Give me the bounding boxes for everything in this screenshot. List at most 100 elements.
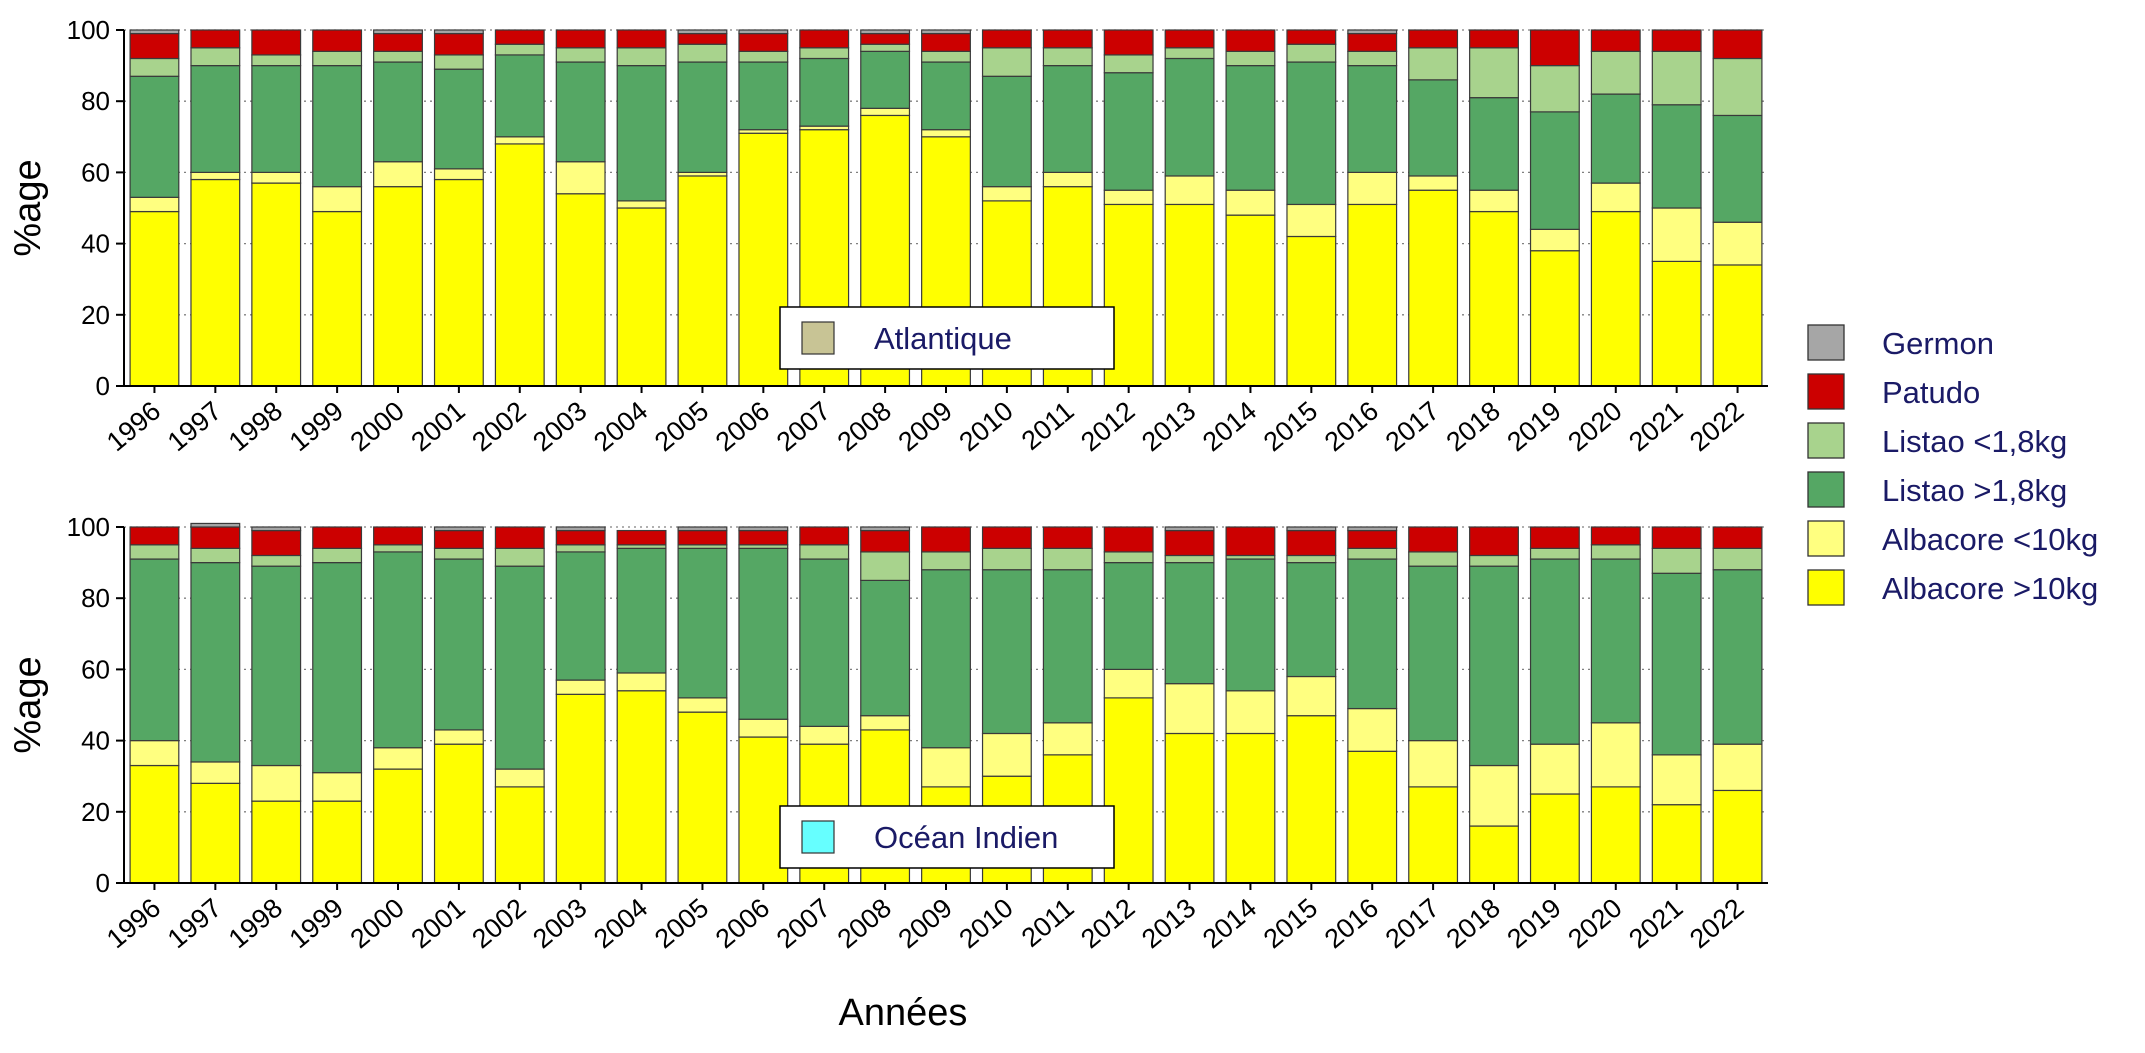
bar-segment-albacore-10kg [1408,189,1459,387]
x-tick-label: 2015 [1258,893,1323,955]
x-tick-label: 2000 [345,396,410,458]
bar-segment-patudo [129,526,180,546]
bar-segment-albacore-10kg [373,161,423,188]
bar-segment-albacore-10kg [129,196,180,213]
bar-segment-patudo [981,526,1032,549]
bar-segment-patudo [433,529,484,549]
bar-segment-albacore-10kg [373,747,423,770]
bar-segment-listao-1-8kg [1103,72,1154,191]
bar-segment-listao-1-8kg [494,43,545,56]
bar-segment-listao-1-8kg [1590,93,1641,184]
bar-segment-albacore-10kg [555,193,606,387]
bar-segment-albacore-10kg [616,672,667,692]
bar-segment-albacore-10kg [1347,203,1398,387]
bar-segment-listao-1-8kg [860,551,911,581]
bar-segment-patudo [1286,29,1337,45]
bar-segment-albacore-10kg [312,800,363,884]
bar-segment-patudo [1590,29,1641,52]
legend-swatch [1807,422,1845,459]
bar-segment-albacore-10kg [1408,786,1459,884]
bar-segment-albacore-10kg [433,729,484,745]
bar-segment-patudo [1164,529,1215,557]
bar-segment-patudo [921,32,971,52]
y-tick-label: 20 [81,300,110,330]
bar-segment-germon [738,526,789,532]
y-tick-label: 20 [81,797,110,827]
legend-swatch [1807,520,1845,557]
bar-segment-listao-1-8kg [1042,47,1093,67]
y-tick-label: 100 [67,15,110,45]
x-tick-label: 2005 [649,893,714,955]
bar-segment-patudo [921,526,971,553]
bar-segment-listao-1-8kg [1164,57,1215,177]
bar-segment-listao-1-8kg [981,569,1032,735]
bar-segment-listao-1-8kg [799,47,850,60]
bar-segment-listao-1-8kg [129,57,180,77]
x-tick-label: 2020 [1562,893,1627,955]
bar-segment-albacore-10kg [799,725,850,745]
bar-segment-albacore-10kg [1408,739,1459,788]
bar-segment-albacore-10kg [921,747,971,788]
x-tick-label: 2010 [953,893,1018,955]
x-tick-label: 2017 [1380,893,1445,955]
bar-segment-albacore-10kg [1225,732,1276,884]
x-tick-label: 2007 [771,893,836,955]
bar-segment-germon [1347,29,1398,35]
bar-segment-patudo [1469,526,1519,557]
bar-segment-albacore-10kg [981,732,1032,777]
bar-segment-albacore-10kg [433,168,484,181]
bar-segment-patudo [1042,29,1093,49]
bar-segment-albacore-10kg [1103,203,1154,387]
bar-segment-listao-1-8kg [799,558,850,727]
bar-segment-listao-1-8kg [1408,47,1459,81]
x-tick-label: 2002 [466,893,531,955]
bar-segment-listao-1-8kg [1347,558,1398,710]
bar-segment-listao-1-8kg [251,54,302,67]
bar-segment-albacore-10kg [190,761,241,784]
bar-segment-albacore-10kg [494,143,545,387]
bar-segment-listao-1-8kg [1408,79,1459,177]
bar-segment-albacore-10kg [1529,228,1580,252]
x-tick-label: 2001 [405,396,470,458]
bar-segment-listao-1-8kg [494,547,545,567]
bar-segment-albacore-10kg [494,768,545,788]
bar-segment-listao-1-8kg [860,50,911,109]
bar-segment-listao-1-8kg [1225,558,1276,692]
x-tick-label: 2018 [1441,893,1506,955]
bar-segment-patudo [677,529,728,546]
panel-label-swatch [801,321,835,355]
bar-segment-patudo [799,526,850,546]
bar-segment-listao-1-8kg [1164,554,1215,564]
x-tick-label: 2021 [1623,396,1688,458]
bar-segment-albacore-10kg [1103,189,1154,206]
bar-segment-albacore-10kg [1042,171,1093,188]
bar-segment-germon [190,522,241,528]
bar-segment-albacore-10kg [1712,789,1763,884]
bar-segment-albacore-10kg [555,693,606,884]
bar-segment-albacore-10kg [1590,786,1641,884]
x-tick-label: 2003 [527,893,592,955]
x-tick-label: 2010 [953,396,1018,458]
x-tick-label: 2012 [1075,893,1140,955]
bar-segment-listao-1-8kg [1286,61,1337,206]
bar-segment-albacore-10kg [677,711,728,884]
bar-segment-albacore-10kg [1469,210,1519,387]
bar-segment-listao-1-8kg [373,551,423,749]
x-tick-label: 1996 [101,396,166,458]
bar-segment-germon [738,29,789,35]
bar-segment-patudo [981,29,1032,49]
x-tick-label: 2013 [1136,396,1201,458]
bar-segment-listao-1-8kg [677,547,728,699]
bar-segment-listao-1-8kg [677,61,728,174]
bar-segment-patudo [1225,29,1276,52]
bar-segment-listao-1-8kg [981,75,1032,188]
y-axis-title: %age [7,159,49,256]
x-tick-label: 2008 [832,893,897,955]
x-tick-label: 2011 [1016,893,1080,953]
bar-segment-listao-1-8kg [1042,547,1093,571]
bar-segment-germon [860,526,911,532]
y-tick-label: 80 [81,583,110,613]
bar-segment-patudo [1590,526,1641,546]
bar-segment-listao-1-8kg [373,544,423,553]
bar-segment-listao-1-8kg [1712,547,1763,571]
